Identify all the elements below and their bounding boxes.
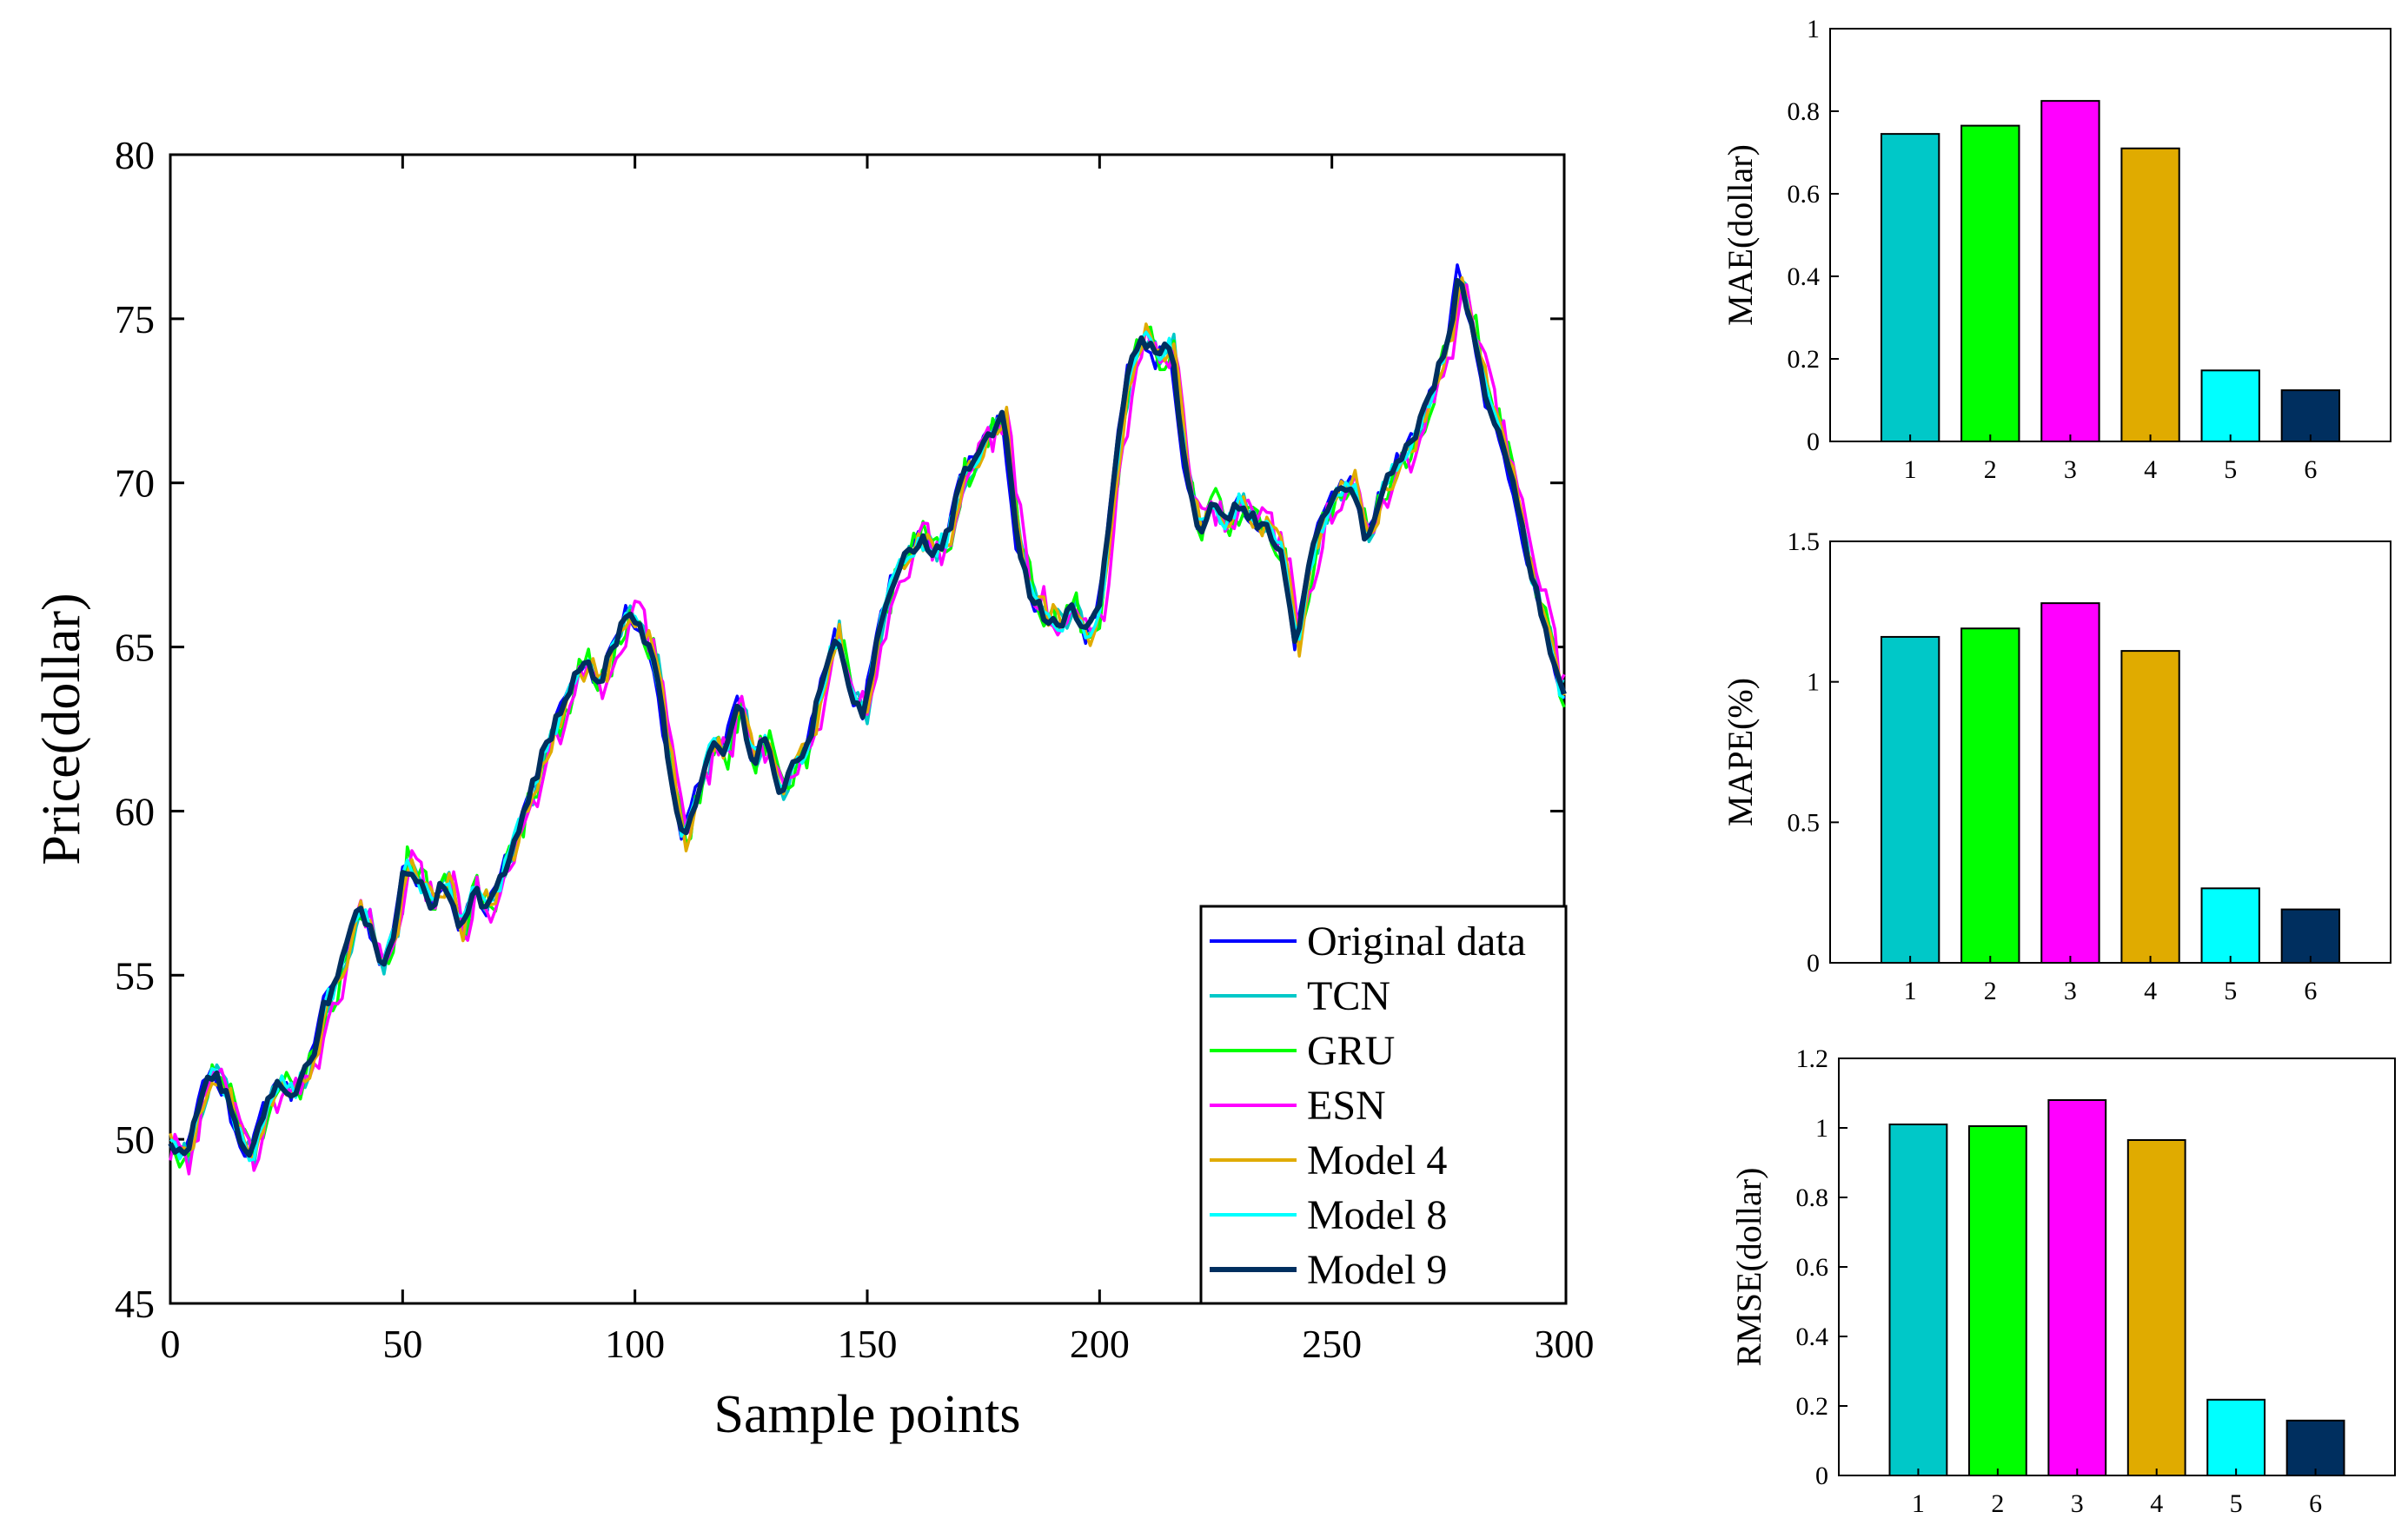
mape-bar-chart: MAPE(%) 0 0.5 1 1.5 1 2 3 4 5 6	[1721, 527, 2391, 1005]
main-y-tick-label: 70	[115, 461, 155, 506]
bar-x-tick-label: 6	[2304, 977, 2317, 1005]
bar-x-tick-label: 2	[1984, 455, 1997, 484]
bar-x-tick-label: 1	[1912, 1489, 1925, 1518]
mape-y-axis-label: MAPE(%)	[1721, 678, 1760, 826]
bar-5	[2200, 369, 2260, 442]
bar-3	[2040, 602, 2100, 965]
bar-3	[2047, 1099, 2107, 1476]
legend: Original data TCN GRU ESN Model 4 Model 8 Mode…	[1199, 905, 1568, 1305]
rmse-y-axis-label: RMSE(dollar)	[1729, 1168, 1768, 1367]
bar-y-tick-label: 0.8	[1788, 97, 1821, 126]
mae-bar-chart: MAE(dollar) 0 0.2 0.4 0.6 0.8 1 1 2 3 4 5 6	[1721, 15, 2391, 484]
main-y-tick-label: 45	[115, 1282, 155, 1326]
bar-y-tick-label: 0	[1807, 428, 1820, 456]
price-line-chart: 0 50 100 150 200 250 300 45 50 55 60 65 70 75 80 Samp…	[32, 133, 1595, 1444]
bar-y-tick-label: 0.2	[1788, 345, 1821, 374]
main-x-axis-label: Sample points	[713, 1385, 1020, 1444]
main-y-ticks: 45 50 55 60 65 70 75 80	[115, 133, 1564, 1326]
legend-entry-label: Original data	[1307, 918, 1526, 965]
bar-y-tick-label: 1	[1807, 668, 1820, 697]
bar-y-tick-label: 1	[1815, 1114, 1828, 1143]
bar-4	[2120, 147, 2180, 442]
bar-5	[2200, 887, 2260, 964]
bar-y-tick-label: 0	[1807, 949, 1820, 978]
bar-x-tick-label: 3	[2064, 455, 2077, 484]
bar-x-tick-label: 4	[2150, 1489, 2163, 1518]
bar-x-tick-label: 2	[1984, 977, 1997, 1005]
bar-y-tick-label: 0	[1815, 1462, 1828, 1490]
bar-y-tick-label: 0.8	[1796, 1184, 1829, 1212]
bar-x-tick-label: 3	[2064, 977, 2077, 1005]
bar-y-tick-label: 1.5	[1788, 527, 1821, 556]
main-x-tick-label: 200	[1070, 1322, 1130, 1366]
bar-2	[1960, 124, 2020, 442]
legend-entry-label: Model 8	[1307, 1192, 1447, 1238]
bar-x-tick-label: 4	[2144, 977, 2157, 1005]
bar-y-tick-label: 0.5	[1788, 808, 1821, 837]
bar-y-tick-label: 1.2	[1796, 1044, 1829, 1073]
series-line-model-9	[168, 277, 1567, 1158]
series-line-original-data	[169, 263, 1566, 1158]
main-x-tick-label: 150	[838, 1322, 898, 1366]
bar-2	[1967, 1125, 2027, 1476]
main-series-lines	[168, 263, 1567, 1176]
main-x-tick-label: 300	[1535, 1322, 1595, 1366]
mae-y-axis-label: MAE(dollar)	[1721, 144, 1760, 326]
main-y-axis-label: Price(dollar)	[32, 593, 91, 865]
bar-2	[1960, 627, 2020, 964]
bar-4	[2126, 1139, 2186, 1476]
bar-y-tick-label: 0.6	[1788, 180, 1821, 209]
legend-entry-label: TCN	[1307, 973, 1390, 1019]
bar-1	[1880, 133, 1940, 442]
bar-x-tick-label: 6	[2304, 455, 2317, 484]
legend-entry-label: GRU	[1307, 1028, 1395, 1074]
bar-6	[2280, 908, 2341, 964]
main-x-tick-label: 250	[1302, 1322, 1362, 1366]
series-line-esn	[169, 283, 1566, 1176]
bar-y-tick-label: 1	[1807, 15, 1820, 43]
bar-y-tick-label: 0.4	[1796, 1323, 1829, 1351]
main-y-tick-label: 55	[115, 953, 155, 998]
bar-6	[2285, 1419, 2345, 1477]
bar-4	[2120, 650, 2180, 964]
bar-5	[2206, 1398, 2266, 1477]
bar-x-tick-label: 5	[2224, 455, 2237, 484]
bar-y-tick-label: 0.2	[1796, 1392, 1829, 1421]
main-x-tick-label: 50	[382, 1322, 422, 1366]
bar-x-tick-label: 1	[1904, 977, 1917, 1005]
main-x-tick-label: 0	[161, 1322, 181, 1366]
bar-x-tick-label: 3	[2071, 1489, 2084, 1518]
main-y-tick-label: 60	[115, 789, 155, 833]
bar-y-tick-label: 0.6	[1796, 1253, 1829, 1282]
bar-6	[2280, 389, 2341, 443]
bar-x-tick-label: 2	[1991, 1489, 2004, 1518]
bar-1	[1888, 1124, 1948, 1476]
main-x-tick-label: 100	[605, 1322, 665, 1366]
bar-x-tick-label: 5	[2224, 977, 2237, 1005]
bar-x-tick-label: 5	[2230, 1489, 2243, 1518]
bar-x-tick-label: 1	[1904, 455, 1917, 484]
main-y-tick-label: 80	[115, 133, 155, 177]
legend-entry-label: ESN	[1307, 1083, 1386, 1129]
bar-y-tick-label: 0.4	[1788, 262, 1821, 291]
rmse-bar-chart: RMSE(dollar) 0 0.2 0.4 0.6 0.8 1 1.2 1 2 3 4 5 6	[1729, 1044, 2396, 1518]
main-y-tick-label: 75	[115, 297, 155, 341]
main-x-ticks: 0 50 100 150 200 250 300	[161, 155, 1595, 1366]
bar-3	[2040, 100, 2100, 442]
legend-entry-label: Model 4	[1307, 1137, 1447, 1184]
bar-x-tick-label: 6	[2309, 1489, 2322, 1518]
bar-x-tick-label: 4	[2144, 455, 2157, 484]
main-y-tick-label: 65	[115, 626, 155, 670]
bar-1	[1880, 635, 1940, 965]
main-y-tick-label: 50	[115, 1117, 155, 1162]
legend-entry-label: Model 9	[1307, 1247, 1447, 1293]
